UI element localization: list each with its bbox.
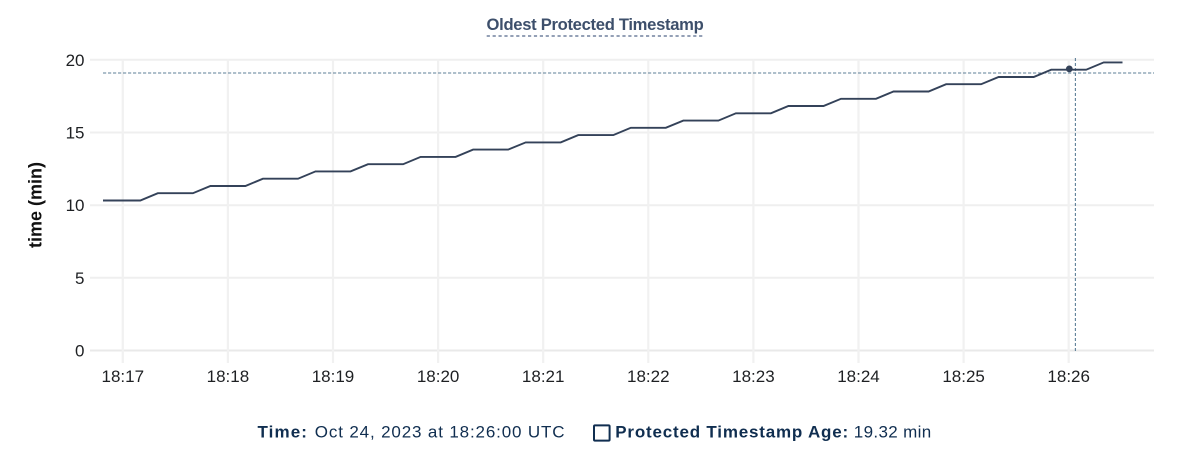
svg-text:20: 20 (66, 51, 85, 70)
svg-text:time (min): time (min) (26, 162, 46, 248)
svg-text:18:19: 18:19 (312, 367, 355, 386)
svg-text:5: 5 (75, 269, 84, 288)
svg-text:19.32 min: 19.32 min (854, 422, 932, 441)
svg-text:Oldest Protected Timestamp: Oldest Protected Timestamp (487, 15, 704, 34)
svg-text:18:25: 18:25 (942, 367, 985, 386)
svg-text:Protected Timestamp Age:: Protected Timestamp Age: (615, 422, 849, 441)
svg-text:Oct 24, 2023 at 18:26:00 UTC: Oct 24, 2023 at 18:26:00 UTC (315, 422, 566, 441)
svg-text:10: 10 (66, 196, 85, 215)
svg-text:18:22: 18:22 (627, 367, 670, 386)
svg-text:18:21: 18:21 (522, 367, 565, 386)
svg-text:15: 15 (66, 124, 85, 143)
svg-text:18:24: 18:24 (837, 367, 880, 386)
svg-text:18:26: 18:26 (1047, 367, 1090, 386)
svg-text:18:18: 18:18 (207, 367, 250, 386)
svg-text:0: 0 (75, 342, 84, 361)
svg-text:18:20: 18:20 (417, 367, 460, 386)
svg-text:18:23: 18:23 (732, 367, 775, 386)
svg-text:Time:: Time: (258, 422, 309, 441)
svg-text:18:17: 18:17 (102, 367, 145, 386)
